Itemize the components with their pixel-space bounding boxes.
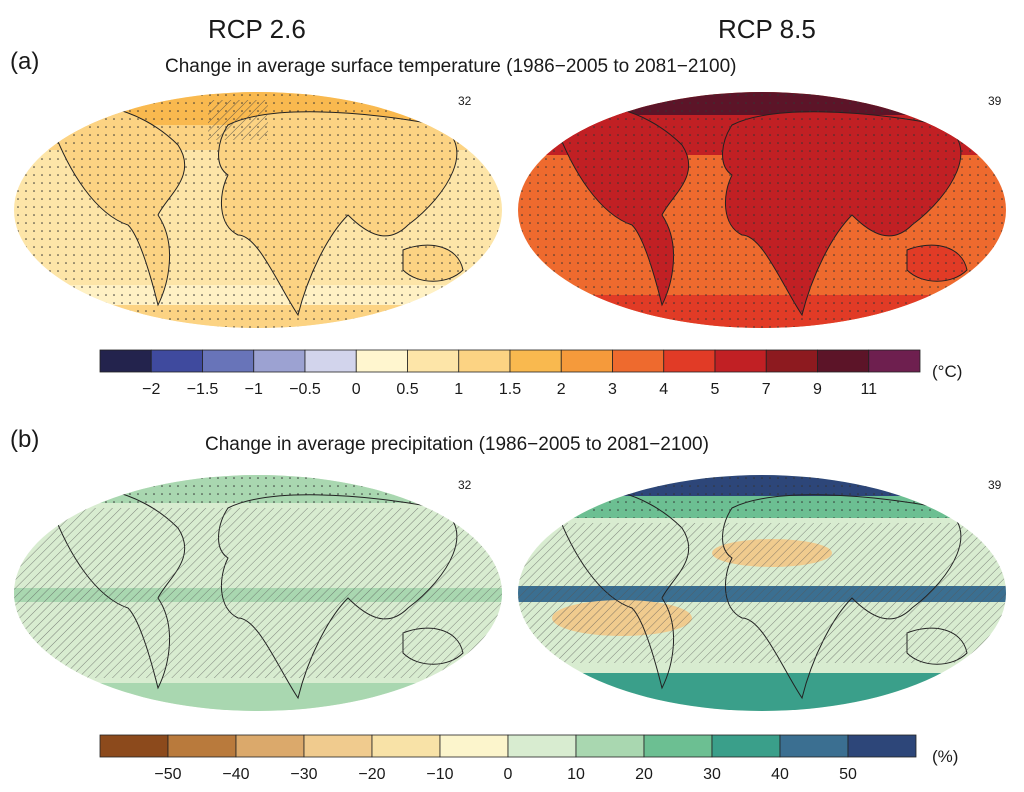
colorbar-temperature-tick-label: 7 xyxy=(761,381,771,398)
colorbar-precipitation-swatch xyxy=(303,734,373,758)
colorbar-precipitation-tick-label: 30 xyxy=(703,766,721,783)
panel-a-right-count: 39 xyxy=(988,94,1002,108)
map-precipitation-rcp26 xyxy=(14,475,502,711)
panel-b-title: Change in average precipitation (1986−20… xyxy=(205,434,709,455)
colorbar-precipitation-swatch xyxy=(167,734,237,758)
colorbar-temperature-swatch xyxy=(458,349,511,373)
colorbar-precipitation-tick-label: −30 xyxy=(290,766,318,783)
colorbar-precipitation-ticks: −50 −40 −30 −20 −10 0 10 20 30 40 50 xyxy=(100,766,916,786)
colorbar-precipitation-swatch xyxy=(779,734,849,758)
colorbar-temperature-swatch xyxy=(663,349,716,373)
colorbar-precipitation-swatch xyxy=(847,734,917,758)
map-precipitation-rcp85 xyxy=(518,475,1006,711)
colorbar-temperature-ticks: −2 −1.5 −1 −0.5 0 0.5 1 1.5 2 3 4 5 7 9 11 xyxy=(100,381,920,401)
colorbar-temperature xyxy=(99,349,921,373)
colorbar-temperature-swatch xyxy=(509,349,562,373)
panel-b-left-count: 32 xyxy=(458,478,472,492)
colorbar-precipitation-tick-label: −40 xyxy=(222,766,250,783)
colorbar-precipitation-tick-label: −50 xyxy=(154,766,182,783)
colorbar-temperature-tick-label: 1 xyxy=(454,381,464,398)
colorbar-temperature-tick-label: 0.5 xyxy=(396,381,419,398)
colorbar-temperature-tick-label: 0 xyxy=(351,381,361,398)
colorbar-precipitation-tick-label: −20 xyxy=(358,766,386,783)
colorbar-temperature-tick-label: 11 xyxy=(860,381,878,398)
colorbar-precipitation-tick-label: 40 xyxy=(771,766,789,783)
map-temperature-rcp85 xyxy=(518,92,1006,328)
colorbar-temperature-tick-label: 2 xyxy=(556,381,566,398)
colorbar-temperature-unit: (°C) xyxy=(932,362,963,381)
colorbar-precipitation-tick-label: −10 xyxy=(426,766,454,783)
colorbar-precipitation-swatch xyxy=(371,734,441,758)
scenario-label-left: RCP 2.6 xyxy=(208,14,306,44)
colorbar-temperature-swatch xyxy=(253,349,306,373)
colorbar-temperature-swatch xyxy=(202,349,255,373)
panel-b-right-count: 39 xyxy=(988,478,1002,492)
colorbar-temperature-swatch xyxy=(817,349,870,373)
colorbar-precipitation-tick-label: 50 xyxy=(839,766,857,783)
colorbar-temperature-tick-label: −1 xyxy=(244,381,263,398)
colorbar-temperature-tick-label: 3 xyxy=(608,381,617,398)
colorbar-precipitation-unit: (%) xyxy=(932,747,959,766)
colorbar-temperature-swatch xyxy=(150,349,203,373)
colorbar-temperature-swatch xyxy=(407,349,460,373)
colorbar-temperature-swatch xyxy=(714,349,767,373)
panel-a-left-count: 32 xyxy=(458,94,472,108)
colorbar-precipitation-swatch xyxy=(711,734,781,758)
colorbar-temperature-tick-label: −2 xyxy=(142,381,161,398)
colorbar-precipitation-tick-label: 20 xyxy=(635,766,653,783)
colorbar-precipitation-tick-label: 0 xyxy=(503,766,513,783)
colorbar-temperature-swatch xyxy=(355,349,408,373)
colorbar-precipitation xyxy=(99,734,917,758)
panel-a-label: (a) xyxy=(10,48,40,75)
colorbar-temperature-swatch xyxy=(304,349,357,373)
colorbar-precipitation-tick-label: 10 xyxy=(567,766,585,783)
panel-a-title: Change in average surface temperature (1… xyxy=(165,56,737,77)
colorbar-precipitation-swatch xyxy=(235,734,305,758)
colorbar-temperature-swatch xyxy=(560,349,613,373)
colorbar-temperature-tick-label: 4 xyxy=(659,381,669,398)
map-temperature-rcp26 xyxy=(14,92,502,328)
colorbar-temperature-tick-label: 1.5 xyxy=(498,381,522,398)
colorbar-precipitation-swatch xyxy=(575,734,645,758)
colorbar-temperature-swatch xyxy=(868,349,921,373)
colorbar-precipitation-swatch xyxy=(643,734,713,758)
colorbar-temperature-swatch xyxy=(99,349,152,373)
colorbar-precipitation-swatch xyxy=(99,734,169,758)
colorbar-temperature-swatch xyxy=(612,349,665,373)
colorbar-temperature-swatch xyxy=(765,349,818,373)
scenario-label-right: RCP 8.5 xyxy=(718,14,816,44)
colorbar-precipitation-swatch xyxy=(507,734,577,758)
colorbar-temperature-tick-label: −0.5 xyxy=(289,381,321,398)
colorbar-precipitation-swatch xyxy=(439,734,509,758)
panel-b-label: (b) xyxy=(10,426,40,453)
colorbar-temperature-tick-label: 5 xyxy=(710,381,720,398)
colorbar-temperature-tick-label: 9 xyxy=(813,381,822,398)
colorbar-temperature-tick-label: −1.5 xyxy=(186,381,219,398)
